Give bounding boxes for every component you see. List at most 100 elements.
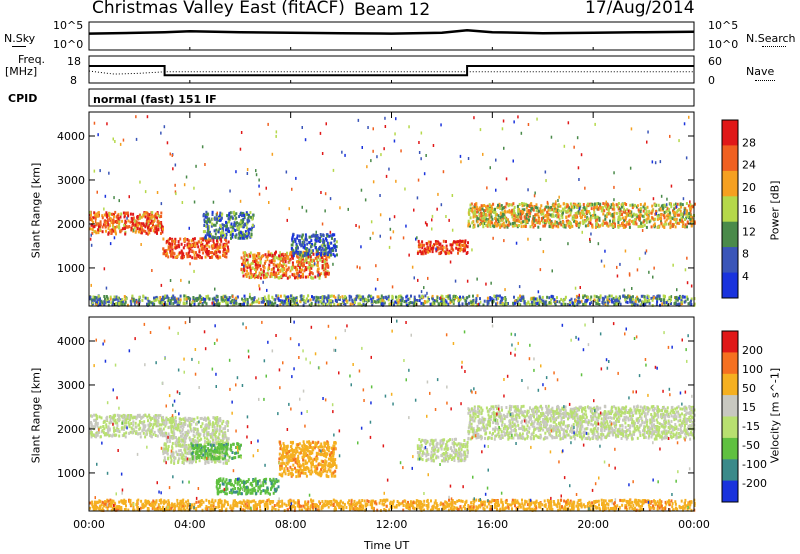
echo-cell <box>147 303 150 307</box>
echo-cell <box>132 228 135 232</box>
echo-cell <box>475 202 478 206</box>
echo-cell <box>112 225 115 229</box>
echo-cell <box>538 295 541 299</box>
echo-cell <box>180 249 183 253</box>
echo-cell <box>105 213 108 217</box>
echo-cell <box>423 243 425 247</box>
echo-cell <box>584 215 587 218</box>
echo-cell <box>449 299 452 303</box>
echo-cell <box>114 429 117 433</box>
echo-cell <box>329 303 332 307</box>
echo-cell <box>451 228 454 232</box>
echo-cell <box>108 212 111 216</box>
echo-cell <box>335 248 337 252</box>
echo-cell <box>604 217 607 221</box>
echo-cell <box>220 239 223 243</box>
echo-cell <box>579 216 582 220</box>
echo-cell <box>395 301 398 305</box>
echo-cell <box>309 298 312 302</box>
echo-cell <box>328 246 331 250</box>
echo-cell <box>616 274 619 278</box>
echo-cell <box>224 233 227 237</box>
echo-cell <box>113 196 115 200</box>
echo-cell <box>118 220 121 224</box>
echo-cell <box>541 301 544 305</box>
echo-cell <box>513 221 516 225</box>
echo-cell <box>298 262 301 266</box>
echo-cell <box>678 296 681 300</box>
echo-cell <box>110 221 113 224</box>
echo-cell <box>113 428 116 432</box>
noise-left-tick-top: 10^5 <box>53 19 84 32</box>
echo-cell <box>519 299 522 302</box>
echo-cell <box>325 258 328 262</box>
echo-cell <box>106 296 109 300</box>
echo-cell <box>127 414 130 418</box>
echo-cell <box>588 202 591 206</box>
echo-cell <box>426 291 428 295</box>
echo-cell <box>520 221 523 225</box>
echo-cell <box>452 300 455 304</box>
echo-cell <box>257 274 260 278</box>
echo-cell <box>548 301 551 304</box>
echo-cell <box>326 262 329 266</box>
echo-cell <box>220 225 222 229</box>
echo-cell <box>284 272 287 275</box>
echo-cell <box>238 233 241 237</box>
echo-cell <box>673 210 676 214</box>
echo-cell <box>615 300 618 304</box>
echo-cell <box>124 416 127 419</box>
echo-cell <box>547 208 550 212</box>
echo-cell <box>604 214 607 218</box>
echo-cell <box>195 251 197 255</box>
echo-cell <box>507 221 510 224</box>
echo-cell <box>141 429 144 433</box>
echo-cell <box>290 243 293 247</box>
echo-cell <box>424 251 427 255</box>
echo-cell <box>666 303 669 307</box>
echo-cell <box>668 211 671 215</box>
echo-cell <box>389 217 391 221</box>
echo-cell <box>283 299 286 303</box>
echo-cell <box>101 429 104 433</box>
echo-cell <box>202 230 205 234</box>
echo-cell <box>648 220 651 224</box>
echo-cell <box>292 299 295 303</box>
echo-cell <box>180 418 183 422</box>
echo-cell <box>206 296 209 300</box>
echo-cell <box>509 222 512 226</box>
echo-cell <box>89 426 91 430</box>
echo-cell <box>105 221 108 225</box>
echo-cell <box>543 219 546 223</box>
echo-cell <box>437 192 439 196</box>
echo-cell <box>499 211 502 215</box>
echo-cell <box>287 295 290 299</box>
echo-cell <box>142 422 145 426</box>
echo-cell <box>327 301 330 305</box>
echo-cell <box>186 243 189 247</box>
echo-cell <box>554 303 557 307</box>
echo-cell <box>153 303 156 306</box>
echo-cell <box>172 302 175 306</box>
echo-cell <box>117 212 120 216</box>
echo-cell <box>121 426 124 430</box>
echo-cell <box>470 209 473 213</box>
echo-cell <box>305 235 308 239</box>
echo-cell <box>678 139 680 143</box>
echo-cell <box>216 455 219 459</box>
echo-cell <box>465 252 468 255</box>
echo-cell <box>229 211 232 215</box>
echo-cell <box>537 209 540 213</box>
echo-cell <box>165 434 168 438</box>
echo-cell <box>118 226 121 230</box>
echo-cell <box>669 226 672 230</box>
echo-cell <box>95 214 98 218</box>
echo-cell <box>590 207 593 211</box>
echo-cell <box>608 298 610 302</box>
echo-cell <box>483 222 486 225</box>
echo-cell <box>529 225 532 229</box>
echo-cell <box>206 225 209 229</box>
echo-cell <box>243 233 246 237</box>
echo-cell <box>643 298 646 302</box>
echo-cell <box>656 294 659 298</box>
